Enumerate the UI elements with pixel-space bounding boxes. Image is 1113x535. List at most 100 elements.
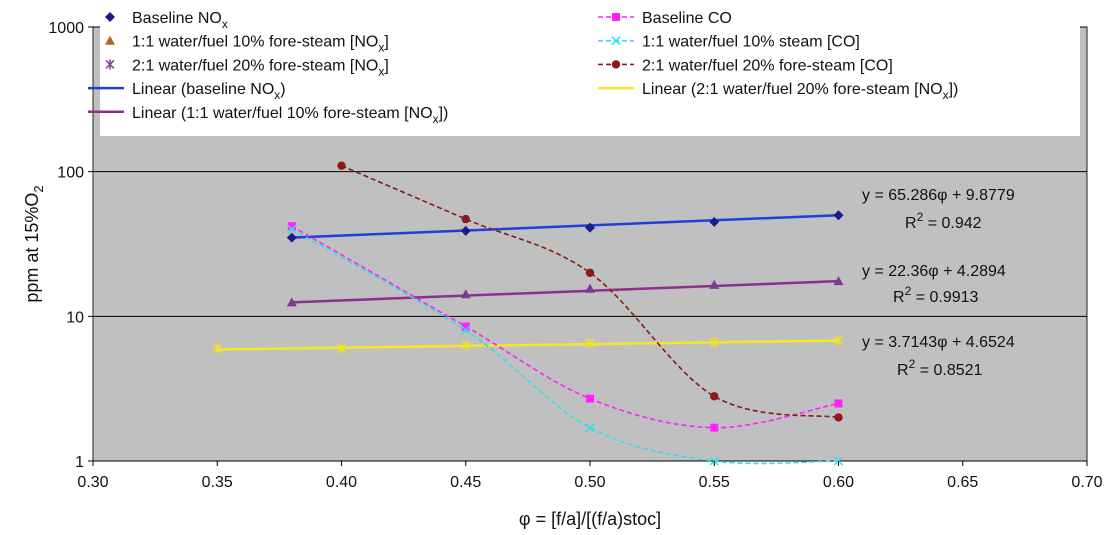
legend-label: Linear (baseline NOx)	[132, 81, 286, 102]
legend-label: 1:1 water/fuel 10% steam [CO]	[642, 34, 860, 51]
data-point	[833, 335, 844, 346]
data-point	[833, 276, 844, 286]
trendlines	[217, 213, 839, 351]
data-point	[460, 289, 471, 299]
legend-label: Linear (1:1 water/fuel 10% fore-steam [N…	[132, 105, 448, 126]
legend-item: Linear (1:1 water/fuel 10% fore-steam [N…	[88, 105, 448, 126]
data-point	[834, 399, 843, 408]
x-tick-label: 0.35	[202, 474, 233, 491]
data-point	[833, 210, 844, 221]
trendline	[291, 213, 839, 239]
marker-stroke	[585, 423, 595, 433]
legend-item: Baseline NOx	[105, 10, 228, 31]
series-group	[286, 210, 844, 243]
series-group	[287, 222, 843, 432]
equation-block: y = 3.7143φ + 4.6524 R2 = 0.8521	[862, 334, 1015, 379]
legend-item: 1:1 water/fuel 10% fore-steam [NOx]	[105, 34, 389, 55]
y-tick-label: 10	[66, 309, 84, 326]
legend-marker	[105, 35, 115, 45]
x-tick-label: 0.65	[947, 474, 978, 491]
equation-block: y = 22.36φ + 4.2894 R2 = 0.9913	[862, 263, 1006, 306]
trendline	[217, 339, 839, 351]
x-tick-label: 0.70	[1071, 474, 1102, 491]
data-point	[286, 297, 297, 307]
x-tick-label: 0.60	[823, 474, 854, 491]
data-point	[286, 232, 297, 243]
r-squared: R2 = 0.942	[905, 210, 982, 232]
data-point	[287, 222, 296, 231]
legend-label: Linear (2:1 water/fuel 20% fore-steam [N…	[642, 81, 958, 102]
data-point	[710, 392, 719, 401]
y-axis-title: ppm at 15%O2	[22, 185, 46, 302]
legend-marker	[105, 12, 115, 22]
equation-block: y = 65.286φ + 9.8779 R2 = 0.942	[862, 187, 1015, 232]
x-tick-label: 0.55	[699, 474, 730, 491]
x-axis-title: φ = [f/a]/[(f/a)stoc]	[519, 509, 661, 529]
trend-equation: y = 65.286φ + 9.8779	[862, 187, 1015, 204]
trend-equation: y = 3.7143φ + 4.6524	[862, 334, 1015, 351]
data-point	[585, 222, 595, 233]
data-point	[461, 340, 471, 351]
data-point	[337, 161, 346, 170]
x-axis: 0.30 0.35 0.40 0.45 0.50 0.55 0.60 0.65 0.70	[77, 461, 1103, 491]
trendline	[291, 279, 839, 304]
x-tick-label: 0.40	[326, 474, 357, 491]
data-point	[586, 394, 594, 403]
data-point	[287, 224, 297, 234]
y-tick-label: 1000	[48, 20, 84, 37]
legend-label: 2:1 water/fuel 20% fore-steam [NOx]	[132, 57, 389, 78]
marker-stroke	[287, 224, 297, 234]
legend-marker	[611, 36, 621, 46]
y-axis: 1 10 100 1000	[48, 20, 93, 471]
legend-item: 2:1 water/fuel 20% fore-steam [NOx]	[105, 57, 389, 78]
trend-equations: y = 65.286φ + 9.8779 R2 = 0.942 y = 22.36φ…	[862, 187, 1015, 379]
y-tick-label: 1	[75, 454, 84, 471]
series-group	[337, 161, 843, 422]
legend-item: Linear (baseline NOx)	[88, 81, 286, 102]
r-squared: R2 = 0.8521	[897, 357, 983, 379]
data-point	[460, 225, 471, 236]
legend-item: Linear (2:1 water/fuel 20% fore-steam [N…	[598, 81, 958, 102]
x-tick-label: 0.30	[77, 474, 108, 491]
r-squared: R2 = 0.9913	[893, 284, 979, 306]
trend-equation: y = 22.36φ + 4.2894	[862, 263, 1006, 280]
marker-stroke	[611, 36, 621, 46]
data-point	[461, 322, 470, 331]
legend-label: 1:1 water/fuel 10% fore-steam [NOx]	[132, 34, 389, 55]
data-point	[461, 214, 470, 224]
data-point	[834, 413, 843, 422]
data-point	[336, 343, 347, 354]
legend-item: Baseline CO	[598, 10, 732, 27]
data-series	[212, 161, 844, 466]
data-point	[585, 338, 595, 349]
legend-label: Baseline NOx	[132, 10, 228, 31]
legend-marker	[611, 60, 621, 69]
legend-label: 2:1 water/fuel 20% fore-steam [CO]	[642, 57, 893, 74]
data-point	[212, 343, 222, 354]
data-point	[585, 268, 595, 277]
data-point	[710, 423, 719, 432]
x-tick-label: 0.45	[450, 474, 481, 491]
y-tick-label: 100	[57, 165, 84, 182]
legend-box	[100, 0, 1080, 136]
legend-item: 2:1 water/fuel 20% fore-steam [CO]	[598, 57, 893, 74]
legend: Baseline NOx Baseline CO 1:1 water/fuel 10…	[88, 0, 1080, 136]
data-point	[585, 423, 595, 433]
legend-marker	[612, 13, 620, 21]
legend-marker	[105, 59, 115, 70]
data-point	[709, 337, 719, 348]
series-line	[291, 225, 839, 429]
data-point	[709, 279, 720, 289]
data-point	[709, 216, 720, 227]
series-group	[286, 276, 844, 307]
data-point	[461, 325, 471, 335]
data-point	[585, 283, 595, 293]
legend-label: Baseline CO	[642, 10, 732, 27]
series-group	[212, 335, 844, 354]
legend-item: 1:1 water/fuel 10% steam [CO]	[598, 34, 860, 51]
x-tick-label: 0.50	[574, 474, 605, 491]
marker-stroke	[461, 325, 471, 335]
series-line	[291, 228, 839, 465]
